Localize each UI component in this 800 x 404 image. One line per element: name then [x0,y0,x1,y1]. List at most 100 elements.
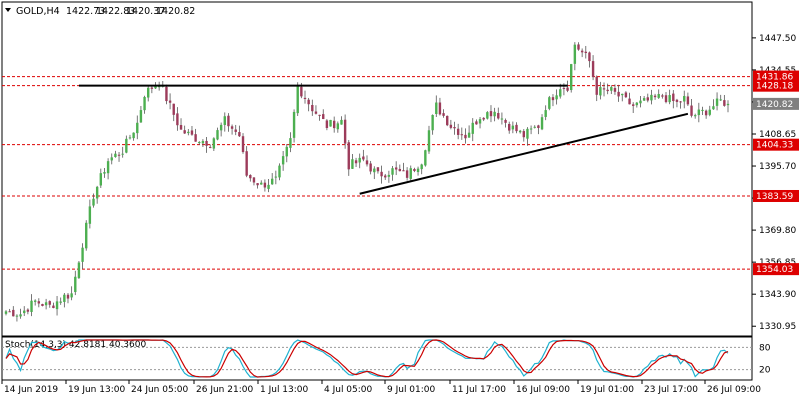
candle-body[interactable] [715,98,719,106]
candle-body[interactable] [55,301,59,310]
candle-body[interactable] [683,96,686,102]
candle-body[interactable] [37,301,41,304]
candle-body[interactable] [438,102,442,115]
candle-body[interactable] [194,134,197,142]
candle-body[interactable] [234,129,237,132]
candle-body[interactable] [329,119,332,127]
candle-body[interactable] [172,103,175,115]
candle-body[interactable] [595,76,598,95]
candle-body[interactable] [475,121,478,125]
candle-body[interactable] [624,92,628,98]
candle-body[interactable] [679,101,682,103]
candle-body[interactable] [548,97,551,109]
candle-body[interactable] [467,132,471,138]
candle-body[interactable] [610,87,613,91]
symbol-menu-triangle-icon[interactable] [5,8,11,12]
candle-body[interactable] [139,110,143,123]
candle-body[interactable] [322,114,325,120]
candle-body[interactable] [110,157,113,161]
candle-body[interactable] [249,174,252,179]
candle-body[interactable] [599,87,602,96]
candle-body[interactable] [493,111,496,117]
candle-body[interactable] [504,119,507,123]
candle-body[interactable] [405,170,409,178]
candle-body[interactable] [33,300,37,302]
candle-body[interactable] [394,167,398,170]
candle-body[interactable] [354,160,358,164]
candle-body[interactable] [351,159,354,169]
candle-body[interactable] [325,120,329,129]
candle-body[interactable] [128,137,132,139]
candle-body[interactable] [198,142,201,144]
candle-body[interactable] [631,104,635,106]
candle-body[interactable] [661,95,664,97]
candle-body[interactable] [63,294,66,302]
candle-body[interactable] [365,160,369,165]
candle-body[interactable] [427,130,431,152]
candle-body[interactable] [675,99,679,102]
candle-body[interactable] [165,86,168,102]
candle-body[interactable] [380,171,383,177]
candle-body[interactable] [216,130,219,140]
candle-body[interactable] [179,125,183,130]
candle-body[interactable] [274,176,278,178]
candle-body[interactable] [59,301,62,303]
candle-body[interactable] [154,85,157,89]
candle-body[interactable] [332,120,336,129]
candle-body[interactable] [580,50,584,53]
candle-body[interactable] [391,168,394,175]
candle-body[interactable] [544,110,547,117]
candle-body[interactable] [241,136,245,153]
candle-body[interactable] [518,130,522,133]
candle-body[interactable] [26,309,30,312]
candle-body[interactable] [373,168,376,173]
candle-body[interactable] [4,311,8,314]
candle-body[interactable] [453,127,456,129]
candle-body[interactable] [650,94,653,101]
candle-body[interactable] [697,109,701,116]
candle-body[interactable] [460,134,464,136]
candle-body[interactable] [420,164,423,170]
candle-body[interactable] [260,182,263,185]
candle-body[interactable] [95,186,99,199]
candle-body[interactable] [190,130,194,135]
candle-body[interactable] [500,118,504,120]
candle-body[interactable] [402,170,405,172]
candle-body[interactable] [77,262,81,278]
candle-body[interactable] [431,115,434,131]
candle-body[interactable] [570,64,573,91]
candle-body[interactable] [540,117,544,130]
candle-body[interactable] [628,98,631,105]
candle-body[interactable] [343,119,347,144]
candle-body[interactable] [314,111,318,114]
candle-body[interactable] [318,114,321,116]
candle-body[interactable] [263,182,267,188]
candle-body[interactable] [602,88,606,90]
candle-body[interactable] [482,117,485,120]
candle-body[interactable] [573,44,577,64]
candle-body[interactable] [296,85,299,114]
candle-body[interactable] [81,247,84,262]
candle-body[interactable] [526,128,529,139]
candle-body[interactable] [256,183,259,186]
candle-body[interactable] [205,140,208,146]
candle-body[interactable] [617,91,620,97]
candle-body[interactable] [693,115,697,117]
candle-body[interactable] [424,150,427,166]
candle-body[interactable] [588,52,591,62]
candle-body[interactable] [653,95,657,98]
candle-body[interactable] [442,113,445,116]
candle-body[interactable] [664,95,668,103]
candle-body[interactable] [639,100,642,104]
candle-body[interactable] [99,173,103,186]
candle-body[interactable] [227,115,230,127]
candle-body[interactable] [555,95,558,100]
candle-body[interactable] [103,172,106,174]
candle-body[interactable] [708,109,711,115]
candle-body[interactable] [369,163,372,172]
candle-body[interactable] [281,156,285,165]
candle-body[interactable] [701,109,704,112]
candle-body[interactable] [635,102,639,106]
candle-body[interactable] [15,315,19,317]
